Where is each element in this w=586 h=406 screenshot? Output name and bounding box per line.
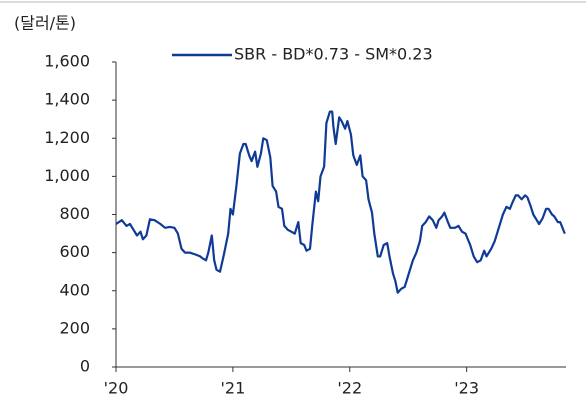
y-tick-label: 1,400	[44, 90, 90, 109]
y-tick-label: 1,200	[44, 128, 90, 147]
x-tick-label: '22	[337, 379, 362, 398]
y-tick-label: 400	[59, 280, 90, 299]
x-tick-label: '21	[221, 379, 246, 398]
data-line	[115, 110, 566, 294]
x-tick-label: '23	[454, 379, 479, 398]
legend-label: SBR - BD*0.73 - SM*0.23	[234, 45, 433, 64]
x-tick-label: '20	[104, 379, 129, 398]
y-tick-label: 600	[59, 242, 90, 261]
y-tick-label: 0	[80, 357, 90, 376]
y-tick-label: 1,000	[44, 166, 90, 185]
y-axis-label: (달러/톤)	[14, 14, 76, 33]
y-tick-label: 800	[59, 204, 90, 223]
y-tick-label: 1,600	[44, 52, 90, 71]
y-tick-label: 200	[59, 318, 90, 337]
